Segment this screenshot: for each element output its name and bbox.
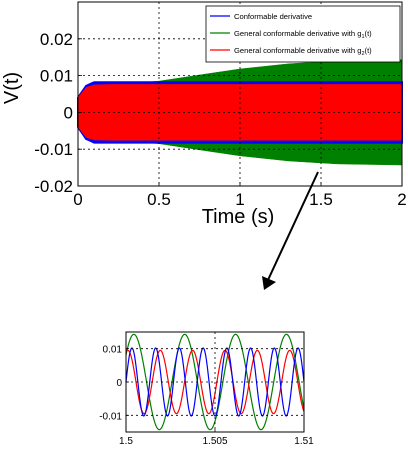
main-x-tick-label: 0.5 [147,190,171,209]
main-y-tick-label: 0 [64,103,73,122]
legend-label-2: General conformable derivative with g1(t… [234,29,372,40]
inset-chart: 1.5 1.505 1.51 -0.01 0 0.01 [99,331,314,447]
main-chart: 0 0.5 1 1.5 2 -0.02 -0.01 0 0.01 0.02 V(t) Time (… [1,1,407,228]
main-y-axis-label: V(t) [1,72,23,104]
inset-y-tick-label: 0.01 [103,345,123,356]
inset-x-tick-label: 1.505 [202,436,227,447]
inset-ticks: 1.5 1.505 1.51 -0.01 0 0.01 [99,345,314,447]
main-y-tick-label: -0.01 [34,140,73,159]
legend-subscript: 2 [361,51,364,57]
zoom-arrow [262,171,319,290]
main-x-tick-label: 0 [73,190,82,209]
inset-y-tick-label: -0.01 [99,411,122,422]
legend-suffix: (t) [365,46,373,55]
legend-box [205,5,401,63]
legend-suffix: (t) [365,29,373,38]
main-ticks: 0 0.5 1 1.5 2 -0.02 -0.01 0 0.01 0.02 [34,30,406,209]
main-x-tick-label: 1 [235,190,244,209]
legend-label-1: Conformable derivative [234,12,312,21]
legend-subscript: 1 [361,34,364,40]
legend-label-3: General conformable derivative with g2(t… [234,46,372,57]
main-x-tick-label: 2 [397,190,406,209]
inset-series-line-2 [125,333,305,431]
main-y-tick-label: 0.02 [40,30,73,49]
inset-grid [126,332,304,432]
main-y-tick-label: 0.01 [40,67,73,86]
legend: Conformable derivative General conformabl… [205,5,401,63]
inset-x-tick-label: 1.51 [294,436,314,447]
main-x-tick-label: 1.5 [309,190,333,209]
inset-series-line-1 [125,347,305,417]
inset-x-tick-label: 1.5 [119,436,133,447]
main-x-axis-label: Time (s) [202,206,275,228]
inset-y-tick-label: 0 [116,378,122,389]
main-y-tick-label: -0.02 [34,177,73,196]
